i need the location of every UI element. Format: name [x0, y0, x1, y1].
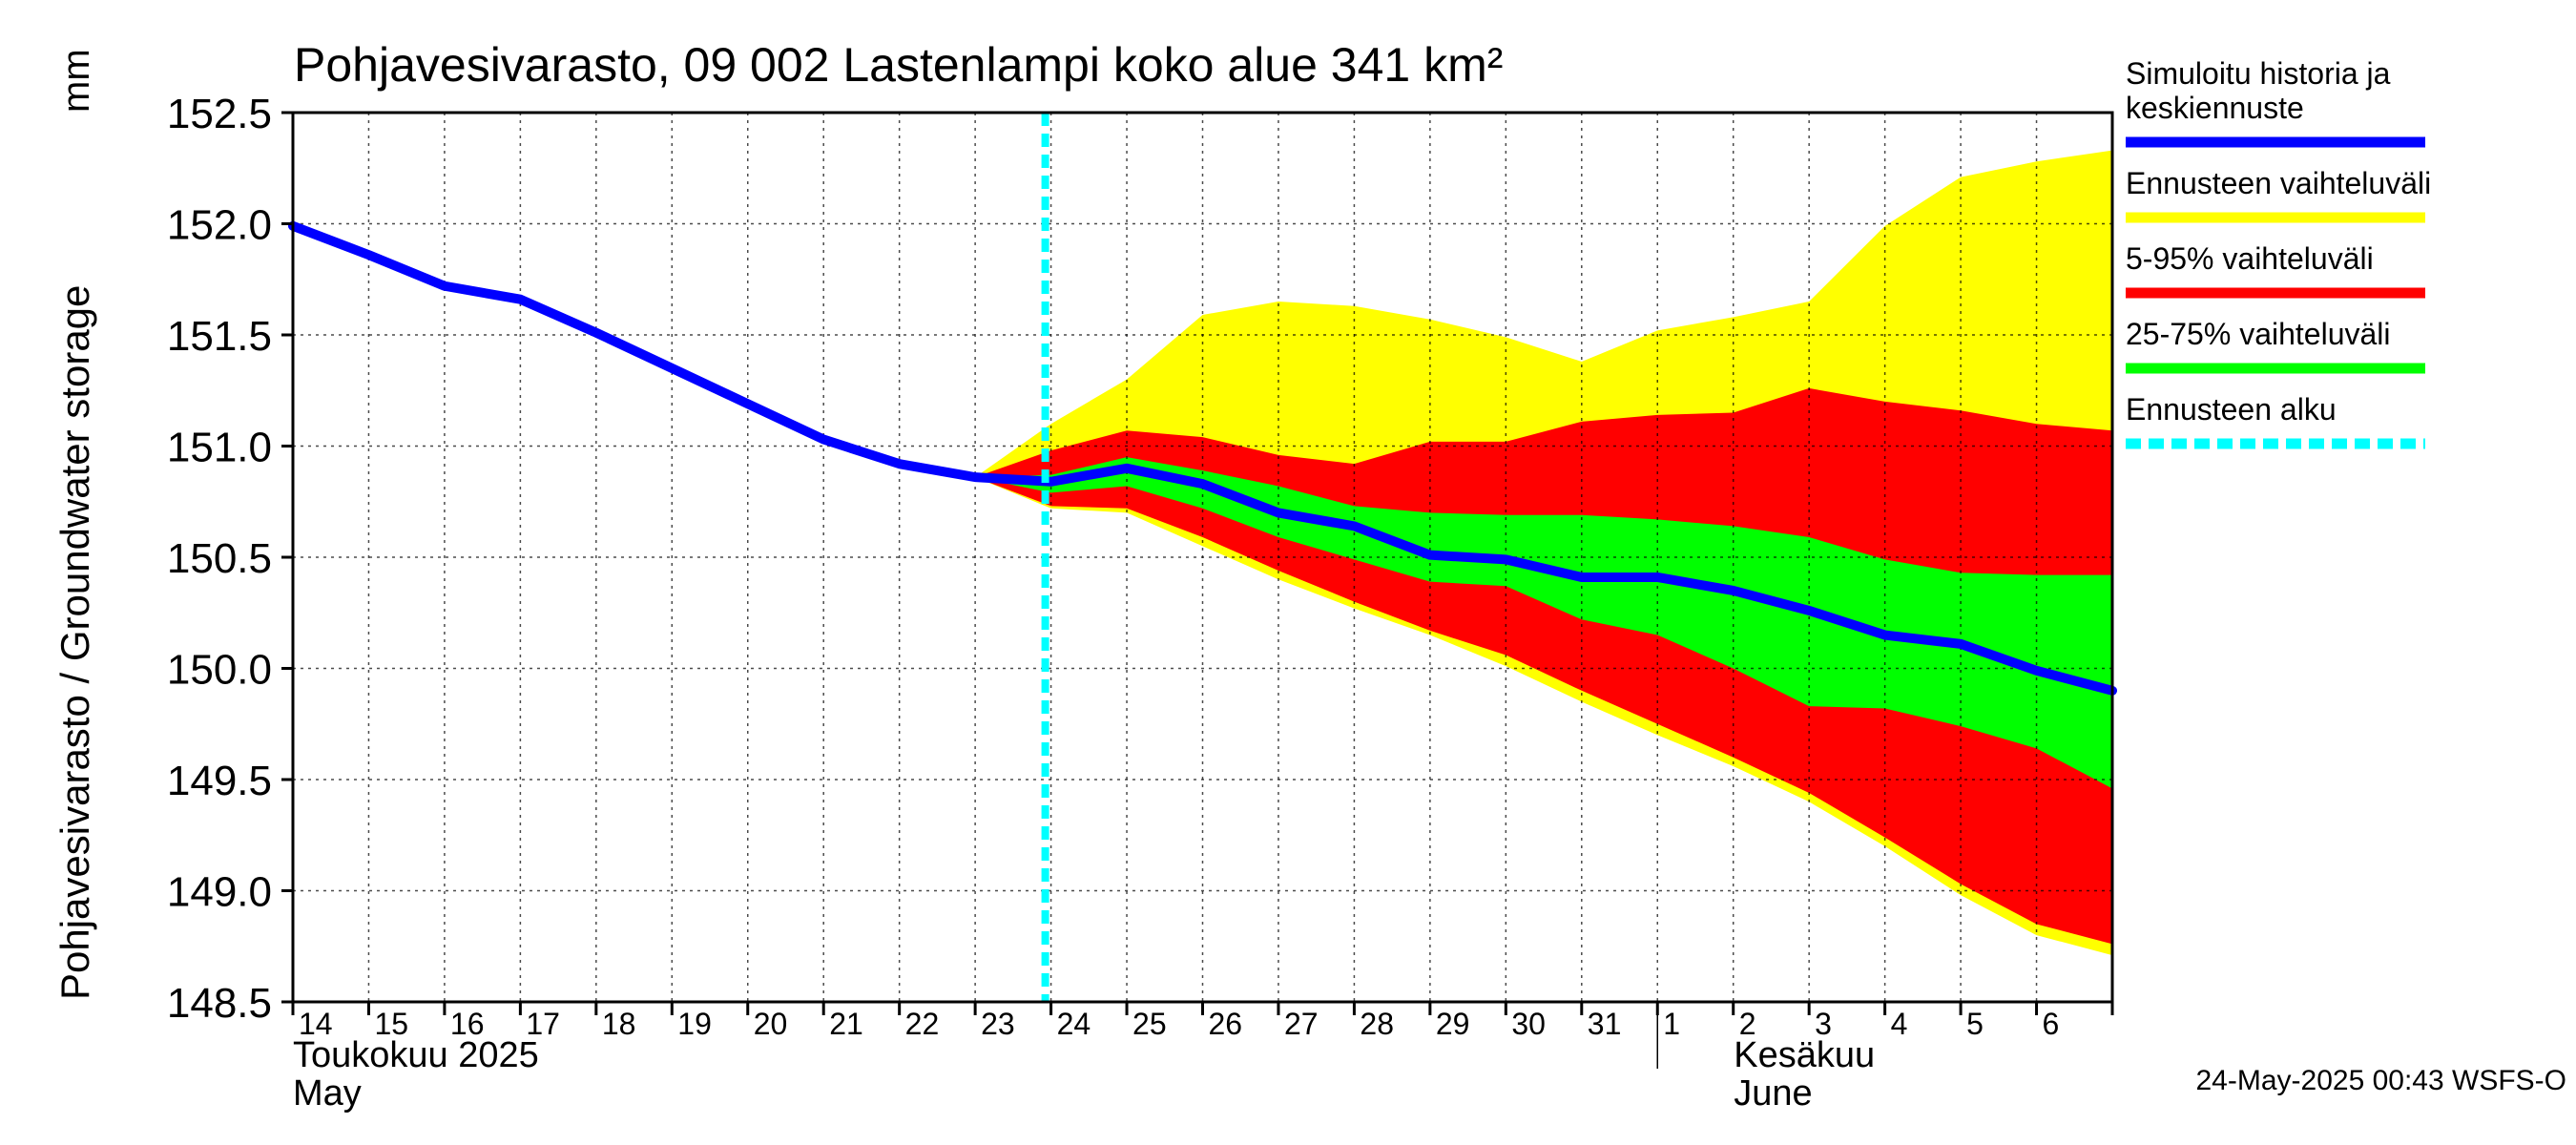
timestamp: 24-May-2025 00:43 WSFS-O — [2196, 1065, 2567, 1096]
x-tick-label: 30 — [1511, 1007, 1546, 1041]
legend-label: Ennusteen alku — [2126, 392, 2337, 427]
y-axis-label: Pohjavesivarasto / Groundwater storage — [52, 285, 97, 1000]
x-tick-label: 27 — [1284, 1007, 1319, 1041]
month-label: Kesäkuu — [1734, 1035, 1875, 1075]
x-tick-label: 22 — [905, 1007, 940, 1041]
x-tick-label: 1 — [1663, 1007, 1680, 1041]
x-tick-label: 6 — [2043, 1007, 2060, 1041]
x-tick-label: 14 — [299, 1007, 333, 1041]
x-tick-label: 17 — [526, 1007, 560, 1041]
x-tick-label: 29 — [1436, 1007, 1470, 1041]
x-tick-label: 4 — [1891, 1007, 1908, 1041]
legend-label: 5-95% vaihteluväli — [2126, 241, 2374, 276]
x-tick-label: 3 — [1815, 1007, 1832, 1041]
x-tick-label: 5 — [1966, 1007, 1984, 1041]
y-tick-label: 151.5 — [167, 313, 272, 360]
y-tick-label: 152.5 — [167, 91, 272, 137]
x-tick-label: 25 — [1132, 1007, 1167, 1041]
y-axis-unit: mm — [55, 49, 97, 113]
y-tick-label: 149.5 — [167, 758, 272, 804]
y-tick-label: 152.0 — [167, 202, 272, 249]
x-tick-label: 20 — [754, 1007, 788, 1041]
y-tick-label: 150.5 — [167, 535, 272, 582]
x-tick-label: 16 — [450, 1007, 485, 1041]
x-tick-label: 24 — [1057, 1007, 1091, 1041]
x-tick-label: 28 — [1360, 1007, 1394, 1041]
x-tick-label: 21 — [829, 1007, 863, 1041]
legend-label: keskiennuste — [2126, 91, 2304, 125]
y-axis: 148.5 149.0 149.5 150.0 150.5 151.0 151.5 152.0… — [167, 91, 293, 1027]
x-tick-label: 31 — [1588, 1007, 1622, 1041]
y-tick-label: 149.0 — [167, 869, 272, 916]
bands-layer — [975, 150, 2112, 956]
month-label-en: June — [1734, 1073, 1812, 1114]
y-tick-label: 151.0 — [167, 425, 272, 471]
y-tick-label: 150.0 — [167, 647, 272, 694]
median-line — [288, 220, 2117, 696]
x-tick-label: 19 — [677, 1007, 712, 1041]
legend-label: 25-75% vaihteluväli — [2126, 317, 2391, 351]
band-p25-p75 — [975, 457, 2112, 789]
x-tick-label: 15 — [374, 1007, 408, 1041]
month-label: Toukokuu 2025 — [293, 1035, 539, 1075]
legend-label: Ennusteen vaihteluväli — [2126, 166, 2431, 200]
legend-label: Simuloitu historia ja — [2126, 56, 2391, 91]
x-axis: 14 15 16 17 18 19 20 21 22 23 24 25 26 27 28 29 30 31 1 2 3 4… — [291, 1002, 2114, 1041]
chart-title: Pohjavesivarasto, 09 002 Lastenlampi kok… — [294, 38, 1503, 92]
month-label-en: May — [293, 1073, 362, 1114]
x-tick-label: 23 — [981, 1007, 1015, 1041]
lines-layer — [288, 113, 2117, 1002]
y-tick-label: 148.5 — [167, 980, 272, 1027]
x-tick-label: 18 — [602, 1007, 636, 1041]
x-tick-label: 2 — [1739, 1007, 1756, 1041]
x-tick-label: 26 — [1209, 1007, 1243, 1041]
